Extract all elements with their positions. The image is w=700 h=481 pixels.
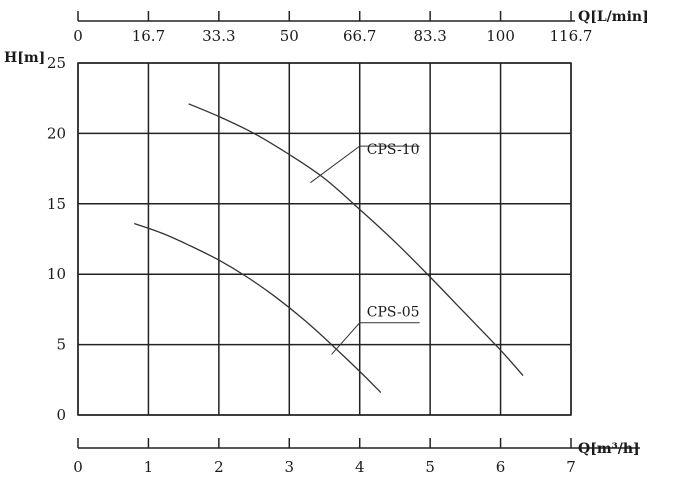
- leader-cps-10: [310, 145, 420, 184]
- series-label-cps-05: CPS-05: [367, 304, 420, 320]
- series-label-cps-10: CPS-10: [367, 142, 420, 158]
- y-tick-label-0: 0: [56, 406, 66, 424]
- x-tick-label-6: 6: [496, 458, 506, 476]
- y-tick-label-25: 25: [47, 54, 66, 72]
- x-tick-label-2: 2: [214, 458, 224, 476]
- top-tick-label-5: 83.3: [413, 27, 446, 45]
- top-tick-label-0: 0: [73, 27, 83, 45]
- x-axis-label: Q[m³/h]: [578, 441, 640, 457]
- x-tick-label-7: 7: [566, 458, 576, 476]
- y-tick-label-15: 15: [47, 195, 66, 213]
- bottom-axis: 0 1 2 3 4 5 6 7: [73, 438, 640, 476]
- top-axis: 0 16.7 33.3 50 66.7 83.3 100 116.7: [73, 11, 592, 45]
- x-tick-label-5: 5: [425, 458, 435, 476]
- curves: [134, 103, 524, 393]
- top-tick-label-2: 33.3: [202, 27, 235, 45]
- top-tick-label-3: 50: [280, 27, 299, 45]
- plot-frame: [77, 62, 572, 416]
- series-line-cps-05: [134, 222, 382, 393]
- top-tick-label-6: 100: [486, 27, 515, 45]
- left-axis: 0 5 10 15 20 25: [47, 54, 66, 424]
- top-tick-label-7: 116.7: [550, 27, 593, 45]
- y-tick-label-20: 20: [47, 124, 66, 142]
- top-tick-label-1: 16.7: [132, 27, 165, 45]
- top-axis-label: Q[L/min]: [578, 9, 649, 25]
- y-axis-label: H[m]: [4, 50, 45, 66]
- x-tick-label-0: 0: [73, 458, 83, 476]
- y-tick-label-5: 5: [56, 336, 66, 354]
- leader-cps-05: [331, 322, 420, 355]
- grid: [77, 62, 572, 416]
- series-line-cps-10: [188, 103, 524, 377]
- top-tick-label-4: 66.7: [343, 27, 376, 45]
- x-tick-label-3: 3: [285, 458, 295, 476]
- y-tick-label-10: 10: [47, 265, 66, 283]
- x-tick-label-4: 4: [355, 458, 365, 476]
- x-tick-label-1: 1: [144, 458, 154, 476]
